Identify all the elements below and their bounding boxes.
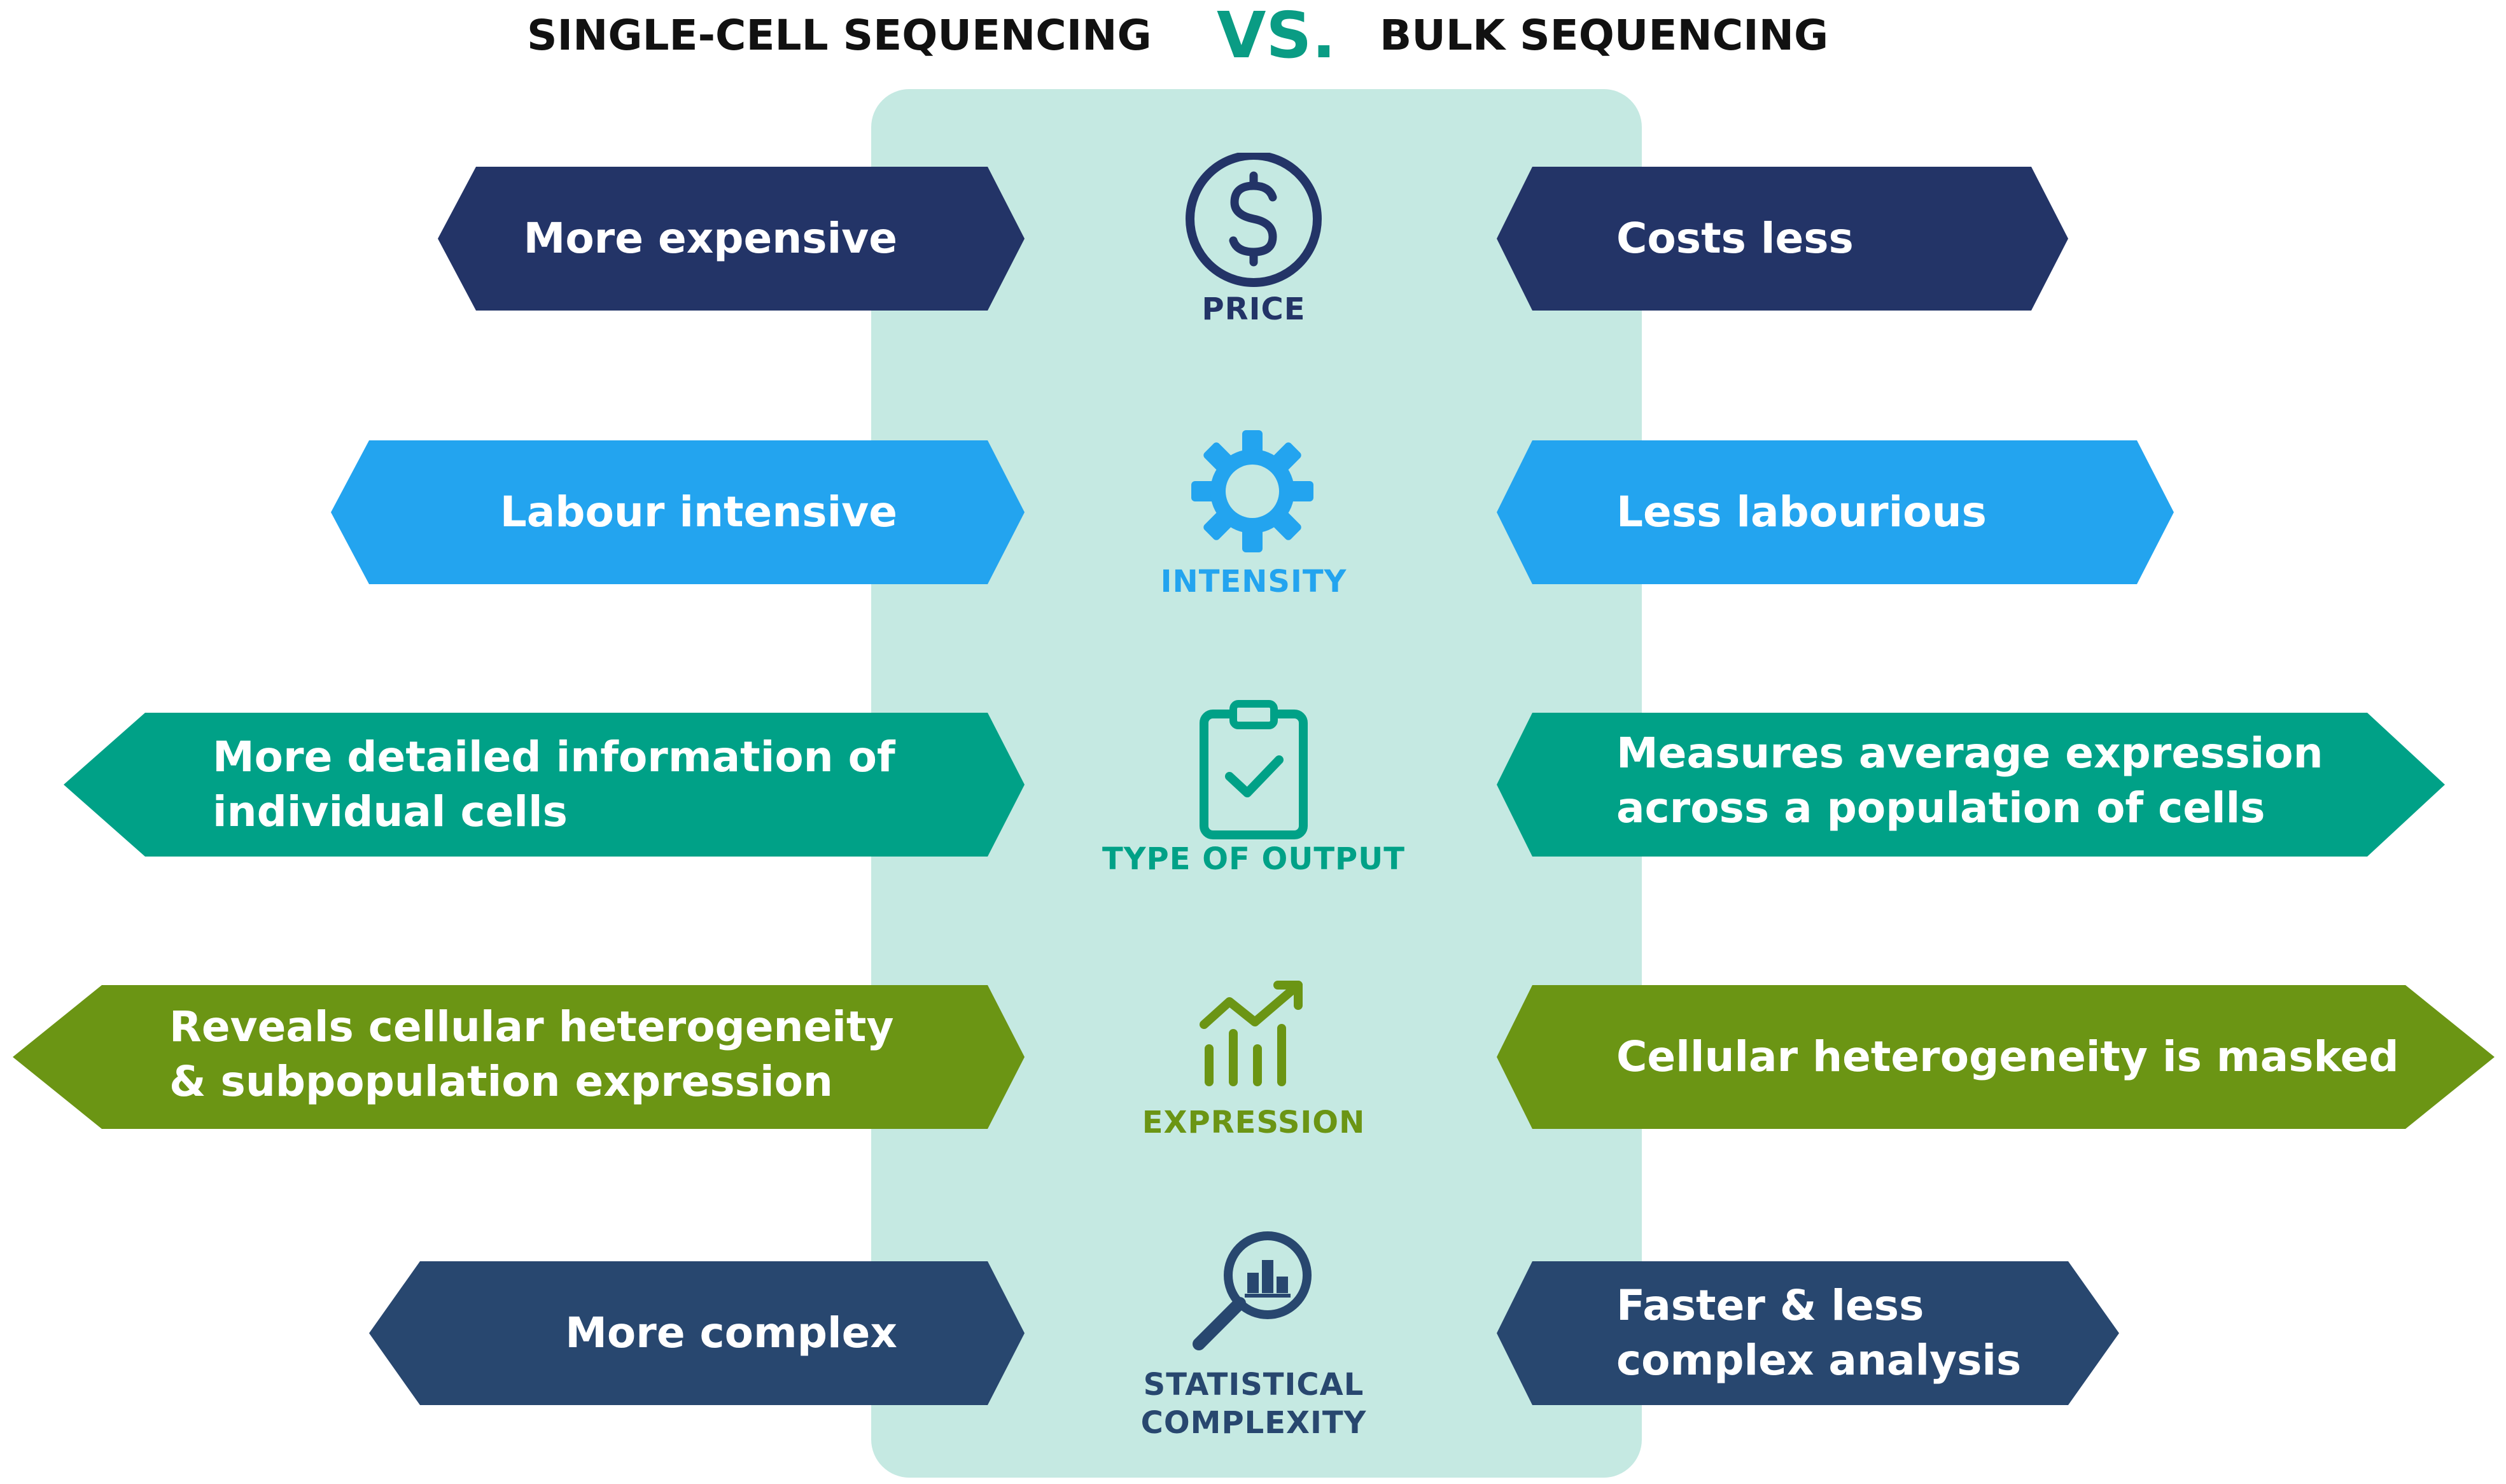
intensity-right-arrow	[1497, 440, 2174, 584]
vs-label: VS.	[1217, 0, 1336, 73]
complexity-bulk-text: Faster & less complex analysis	[1616, 1279, 2100, 1387]
text-line: More expensive	[523, 214, 897, 263]
output-left-arrow	[64, 713, 1025, 857]
single-cell-title: SINGLE-CELL SEQUENCING	[527, 11, 1152, 60]
expression-right-arrow	[1497, 985, 2495, 1129]
intensity-single-cell-text: Labour intensive	[331, 440, 897, 584]
complexity-right-arrow	[1497, 1261, 2119, 1405]
gear-icon	[1191, 430, 1313, 552]
intensity-bulk-text: Less labourious	[1616, 440, 2164, 584]
intensity-left-arrow	[331, 440, 1025, 584]
text-line: Labour intensive	[500, 487, 897, 536]
text-line: Cellular heterogeneity is masked	[1616, 1032, 2399, 1081]
text-line: complex analysis	[1616, 1336, 2022, 1385]
expression-single-cell-text: Reveals cellular heterogeneity & subpopu…	[169, 1000, 920, 1109]
price-bulk-text: Costs less	[1616, 167, 2062, 311]
bulk-title: BULK SEQUENCING	[1380, 11, 1829, 60]
category-label: INTENSITY	[1160, 564, 1347, 599]
text-line: More complex	[565, 1308, 897, 1357]
magnifier-chart-icon	[1193, 1231, 1312, 1350]
expression-left-arrow	[13, 985, 1025, 1129]
output-bulk-text: Measures average expression across a pop…	[1616, 727, 2380, 835]
output-right-arrow	[1497, 713, 2445, 857]
text-line: Measures average expression	[1616, 729, 2323, 778]
growth-chart-icon	[1200, 981, 1303, 1086]
category-label: TYPE OF OUTPUT	[1102, 841, 1405, 877]
text-line: across a population of cells	[1616, 783, 2265, 832]
text-line: Less labourious	[1616, 487, 1987, 536]
dollar-icon	[1186, 153, 1322, 287]
price-left-arrow	[438, 167, 1025, 311]
complexity-single-cell-text: More complex	[369, 1261, 897, 1405]
complexity-left-arrow	[369, 1261, 1025, 1405]
category-label-line-1: STATISTICAL	[1143, 1367, 1364, 1403]
category-label: PRICE	[1201, 291, 1306, 327]
text-line: Reveals cellular heterogeneity	[169, 1002, 894, 1051]
price-right-arrow	[1497, 167, 2068, 311]
clipboard-check-icon	[1200, 700, 1308, 839]
text-line: Faster & less	[1616, 1281, 1924, 1330]
text-line: Costs less	[1616, 214, 1854, 263]
text-line: individual cells	[213, 787, 568, 836]
text-line: & subpopulation expression	[169, 1057, 833, 1106]
category-label-line-2: COMPLEXITY	[1140, 1405, 1367, 1441]
price-single-cell-text: More expensive	[438, 167, 897, 311]
expression-bulk-text: Cellular heterogeneity is masked	[1616, 985, 2444, 1129]
category-label: EXPRESSION	[1142, 1105, 1366, 1140]
output-single-cell-text: More detailed information of individual …	[213, 731, 913, 839]
text-line: More detailed information of	[213, 732, 895, 781]
